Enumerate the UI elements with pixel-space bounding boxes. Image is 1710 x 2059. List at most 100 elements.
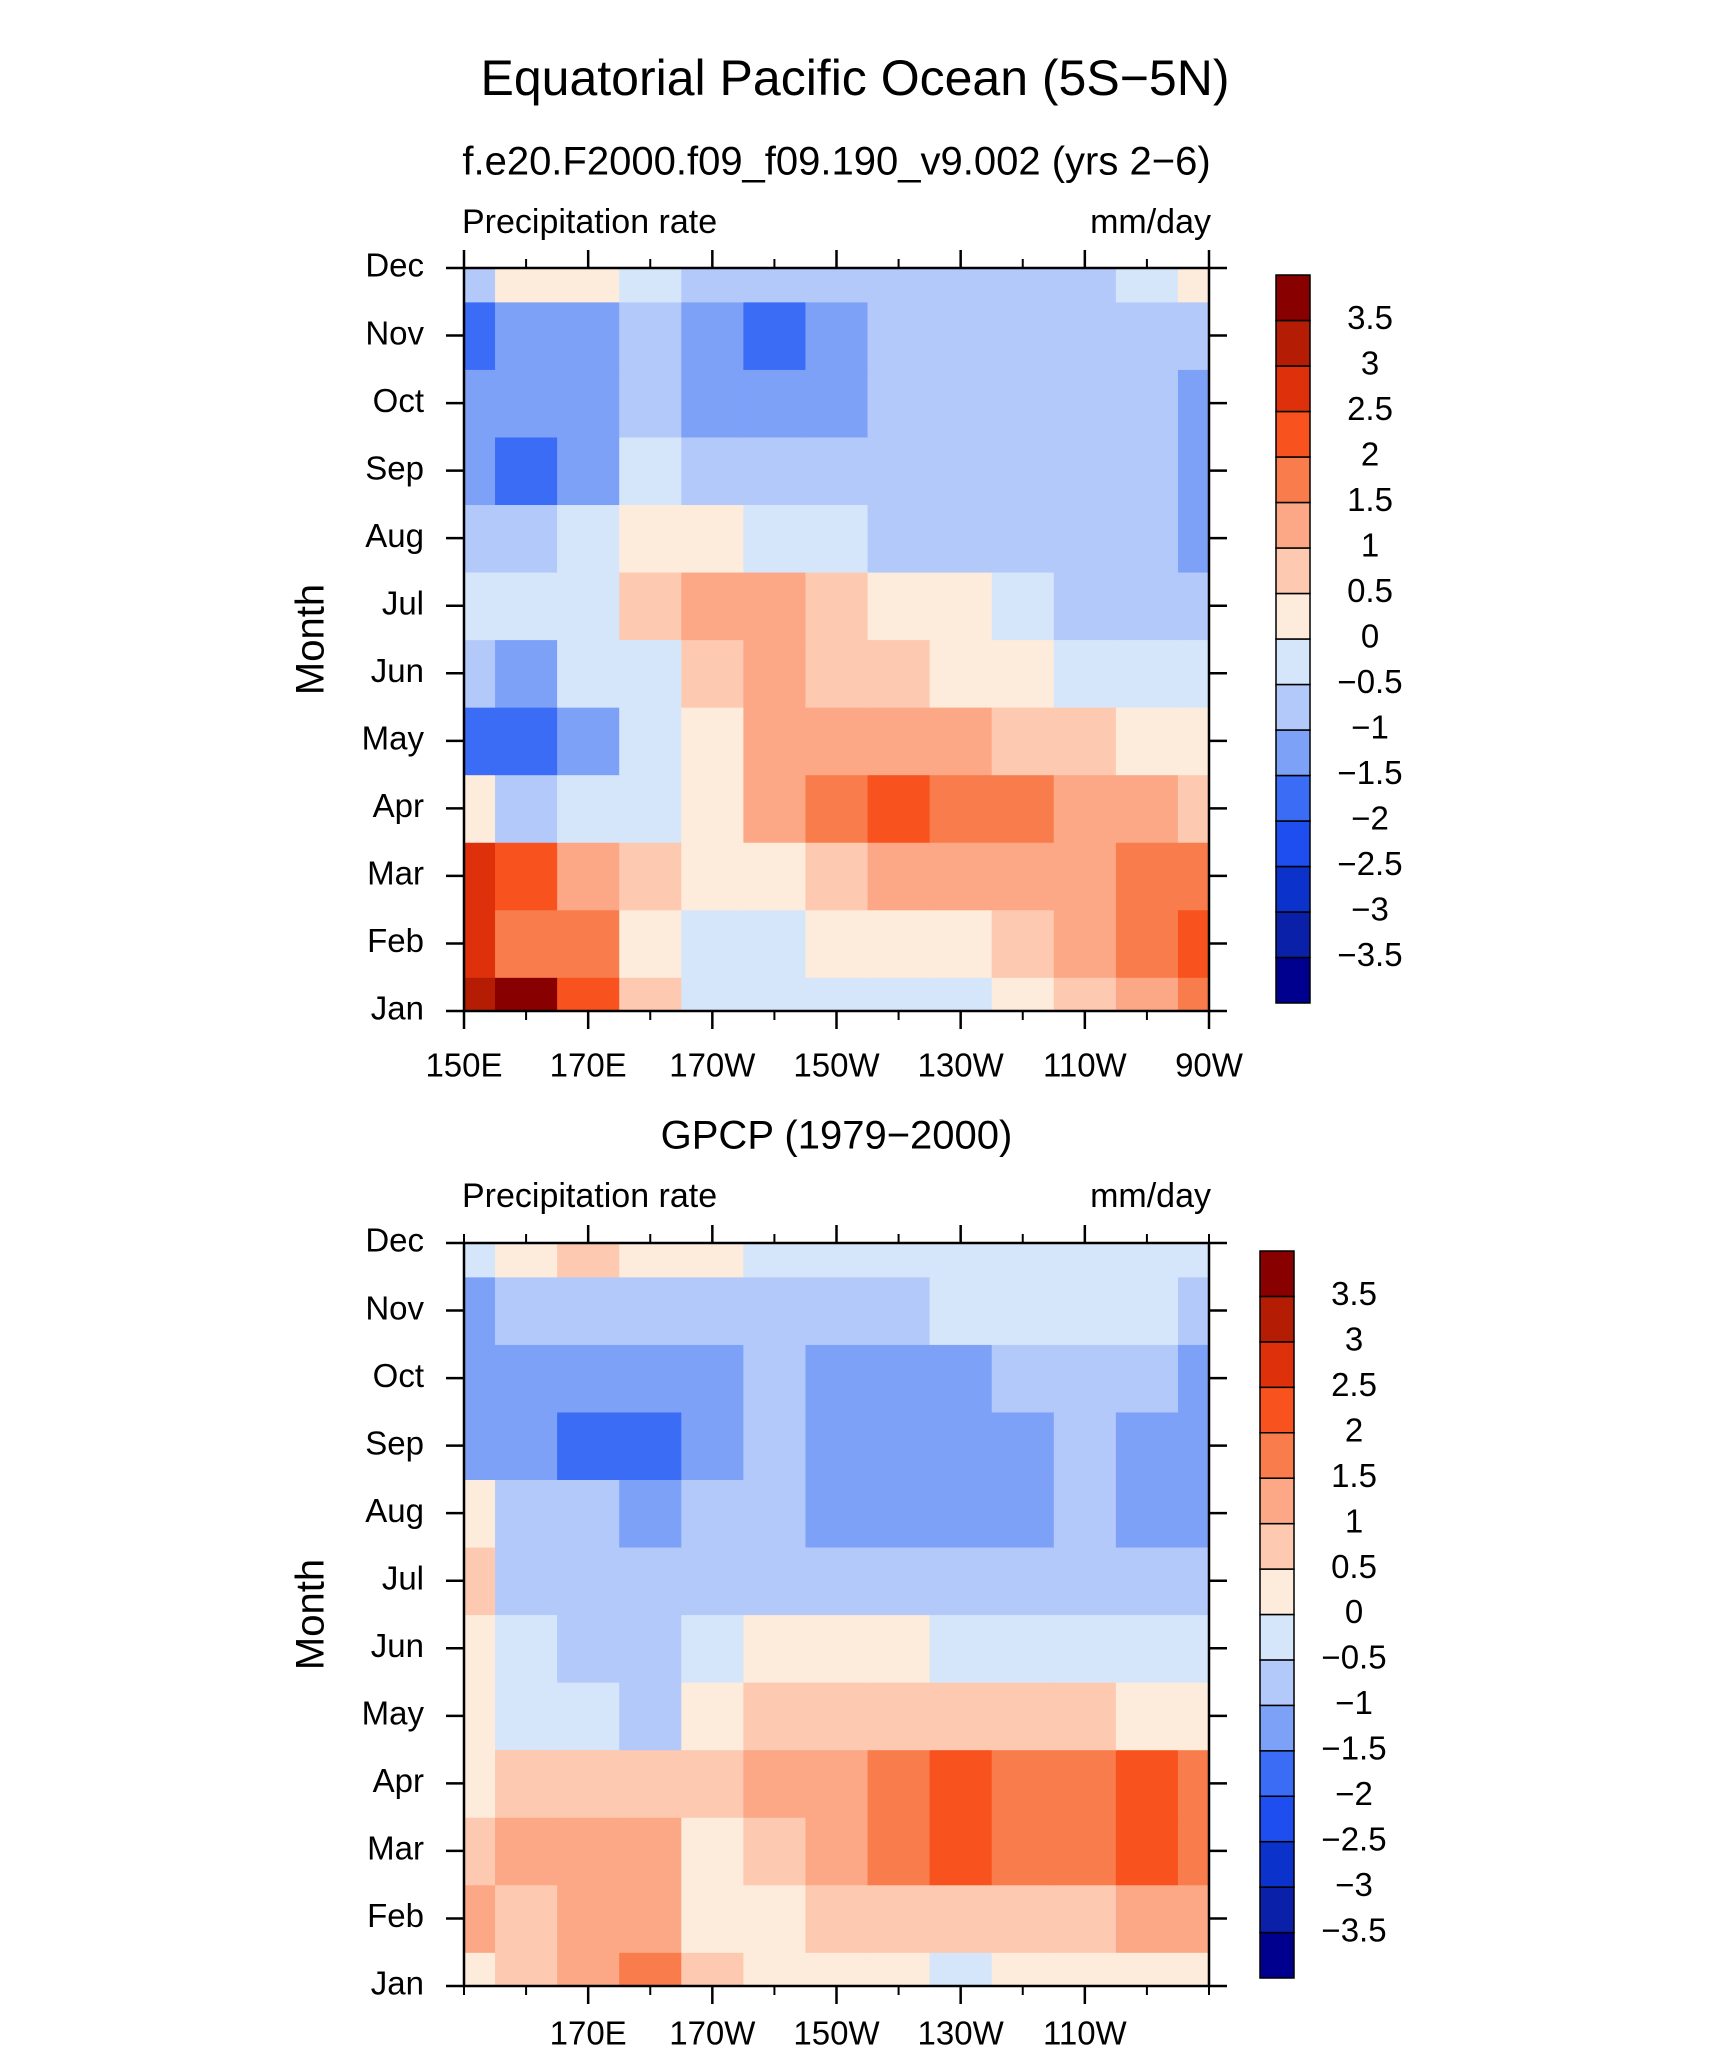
contour-cell bbox=[867, 1243, 931, 1278]
contour-cell bbox=[743, 1817, 807, 1886]
y-tick-label: Sep bbox=[365, 449, 424, 486]
contour-cell bbox=[619, 1546, 682, 1616]
contour-cell bbox=[495, 774, 558, 843]
contour-cell bbox=[743, 1243, 807, 1278]
contour-cell bbox=[867, 571, 931, 641]
y-tick-label: Aug bbox=[365, 517, 424, 554]
contour-cell bbox=[464, 571, 496, 641]
contour-cell bbox=[991, 1682, 1055, 1751]
contour-cell bbox=[1177, 1682, 1210, 1751]
contour-cell bbox=[929, 1411, 993, 1481]
contour-cell bbox=[495, 436, 558, 506]
contour-cell bbox=[464, 1614, 496, 1683]
x-tick-label: 90W bbox=[1175, 1047, 1244, 1084]
contour-cell bbox=[805, 1749, 869, 1818]
colorbar-label: −2.5 bbox=[1321, 1820, 1386, 1857]
contour-cell bbox=[1177, 1243, 1210, 1278]
contour-cell bbox=[557, 571, 620, 641]
contour-cell bbox=[805, 1479, 869, 1548]
contour-cell bbox=[929, 1952, 993, 1987]
contour-cell bbox=[991, 1479, 1055, 1548]
contour-cell bbox=[464, 707, 496, 776]
contour-cell bbox=[681, 1614, 744, 1683]
colorbar-box bbox=[1259, 1250, 1295, 1298]
contour-cell bbox=[1053, 504, 1117, 573]
contour-cell bbox=[929, 1749, 993, 1818]
y-tick-label: Mar bbox=[367, 855, 424, 892]
colorbar-box bbox=[1275, 365, 1311, 413]
contour-cell bbox=[495, 1411, 558, 1481]
x-tick-label: 150E bbox=[425, 1047, 502, 1084]
left-label: Precipitation rate bbox=[462, 203, 717, 241]
contour-cell bbox=[619, 842, 682, 911]
y-tick-label: Feb bbox=[367, 922, 424, 959]
contour-cell bbox=[743, 1276, 807, 1345]
contour-cell bbox=[991, 504, 1055, 573]
contour-cell bbox=[1053, 774, 1117, 843]
y-tick-label: May bbox=[362, 1695, 425, 1732]
contour-cell bbox=[929, 1614, 993, 1683]
contour-cell bbox=[1115, 504, 1179, 573]
colorbar-box bbox=[1275, 956, 1311, 1004]
contour-cell bbox=[619, 301, 682, 370]
contour-cell bbox=[619, 1243, 682, 1278]
contour-cell bbox=[495, 1276, 558, 1345]
contour-cell bbox=[991, 1243, 1055, 1278]
y-tick-label: Apr bbox=[373, 787, 424, 824]
contour-cell bbox=[1115, 977, 1179, 1012]
contour-cell bbox=[495, 707, 558, 776]
y-tick-label: Dec bbox=[365, 247, 424, 284]
contour-cell bbox=[557, 1344, 620, 1413]
figure-title: Equatorial Pacific Ocean (5S−5N) bbox=[481, 50, 1230, 106]
contour-cell bbox=[1115, 707, 1179, 776]
colorbar-box bbox=[1275, 592, 1311, 640]
contour-cell bbox=[681, 1682, 744, 1751]
colorbar-label: 0.5 bbox=[1347, 572, 1393, 609]
contour-cell bbox=[464, 639, 496, 708]
contour-cell bbox=[464, 1344, 496, 1413]
y-tick-label: Aug bbox=[365, 1492, 424, 1529]
contour-cell bbox=[557, 436, 620, 506]
y-axis-label: Month bbox=[289, 584, 333, 695]
contour-cell bbox=[867, 842, 931, 911]
contour-cell bbox=[743, 571, 807, 641]
colorbar-box bbox=[1259, 1840, 1295, 1888]
right-label: mm/day bbox=[1090, 203, 1211, 241]
contour-cell bbox=[929, 504, 993, 573]
colorbar-box bbox=[1275, 683, 1311, 731]
colorbar-box bbox=[1275, 729, 1311, 777]
contour-cell bbox=[867, 1411, 931, 1481]
contour-cell bbox=[1177, 1411, 1210, 1481]
colorbar-box bbox=[1259, 1613, 1295, 1661]
x-tick-label: 170W bbox=[669, 1047, 756, 1084]
contour-cell bbox=[1177, 1344, 1210, 1413]
contour-cell bbox=[1177, 571, 1210, 641]
contour-cell bbox=[619, 571, 682, 641]
contour-cell bbox=[743, 1682, 807, 1751]
contour-cell bbox=[929, 1243, 993, 1278]
y-tick-label: Jul bbox=[382, 1559, 424, 1596]
contour-cell bbox=[805, 707, 869, 776]
contour-cell bbox=[1115, 1546, 1179, 1616]
contour-cell bbox=[464, 436, 496, 506]
contour-cell bbox=[619, 1817, 682, 1886]
contour-cell bbox=[495, 1749, 558, 1818]
contour-cell bbox=[495, 1243, 558, 1278]
contour-cell bbox=[464, 1749, 496, 1818]
contour-cell bbox=[1115, 909, 1179, 978]
contour-cell bbox=[495, 504, 558, 573]
colorbar-label: 2.5 bbox=[1347, 390, 1393, 427]
x-tick-label: 110W bbox=[1043, 2015, 1128, 2052]
contour-cell bbox=[557, 707, 620, 776]
contour-cell bbox=[743, 1749, 807, 1818]
contour-cell bbox=[1177, 842, 1210, 911]
contour-cell bbox=[1177, 301, 1210, 370]
contour-cell bbox=[1177, 1276, 1210, 1345]
contour-cell bbox=[619, 707, 682, 776]
colorbar-box bbox=[1259, 1522, 1295, 1570]
contour-cell bbox=[1177, 1817, 1210, 1886]
contour-cell bbox=[867, 1817, 931, 1886]
contour-cell bbox=[464, 301, 496, 370]
contour-cell bbox=[619, 909, 682, 978]
